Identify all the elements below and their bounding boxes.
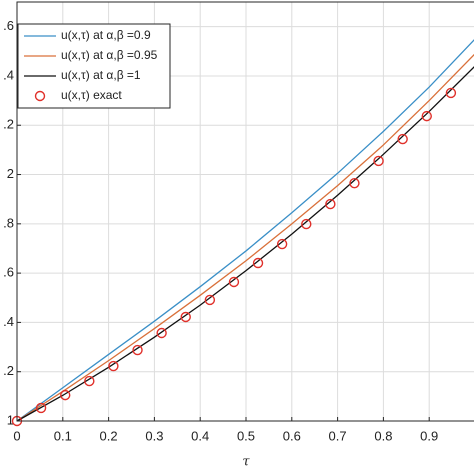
x-tick-label: 0: [13, 428, 20, 443]
data-point: [132, 344, 143, 356]
legend-label: u(x,τ) at α,β =0.95: [61, 48, 158, 62]
x-axis-label: τ: [242, 455, 250, 470]
data-point: [180, 311, 191, 323]
data-point: [35, 402, 47, 414]
legend: u(x,τ) at α,β =0.9 u(x,τ) at α,β =0.95 u(x…: [17, 23, 171, 109]
data-point: [301, 218, 312, 230]
series-line: [16, 39, 474, 422]
y-tick-label: 2: [7, 166, 14, 181]
data-point: [60, 389, 71, 401]
legend-label: u(x,τ) at α,β =0.9: [61, 28, 151, 42]
series-line: [16, 53, 474, 422]
legend-label: u(x,τ) at α,β =1: [61, 68, 141, 82]
legend-box: [17, 23, 171, 109]
data-point: [156, 327, 167, 339]
x-tick-label: 0.4: [191, 428, 209, 443]
data-point: [397, 133, 408, 145]
data-point: [373, 155, 384, 167]
x-tick-label: 0.5: [237, 428, 255, 443]
x-tick-label: 0.6: [283, 428, 301, 443]
legend-marker: [34, 90, 46, 102]
data-point: [228, 276, 240, 288]
legend-label: u(x,τ) exact: [61, 88, 122, 102]
data-point: [421, 110, 432, 122]
x-tick-label: 0.2: [100, 428, 118, 443]
y-tick-label: .2: [3, 363, 14, 378]
y-tick-label: .6: [3, 265, 14, 280]
data-point: [349, 177, 360, 189]
y-tick-label: .6: [3, 18, 14, 33]
x-tick-label: 0.1: [54, 428, 72, 443]
data-point: [445, 87, 457, 99]
y-tick-label: .2: [3, 117, 14, 132]
y-tick-label: .4: [3, 67, 14, 82]
x-tick-label: 0.8: [374, 428, 392, 443]
y-tick-label: .8: [3, 215, 14, 230]
data-point: [84, 375, 95, 387]
y-tick-label: 1: [7, 412, 14, 427]
data-point: [252, 257, 264, 269]
plot-frame: [16, 1, 474, 422]
x-tick-label: 0.9: [420, 428, 438, 443]
x-tick-label: 0.3: [145, 428, 163, 443]
data-point: [325, 198, 336, 210]
data-point: [276, 238, 288, 250]
y-tick-label: .4: [3, 314, 14, 329]
x-tick-label: 0.7: [329, 428, 347, 443]
data-point: [108, 360, 119, 372]
data-point: [204, 294, 216, 306]
